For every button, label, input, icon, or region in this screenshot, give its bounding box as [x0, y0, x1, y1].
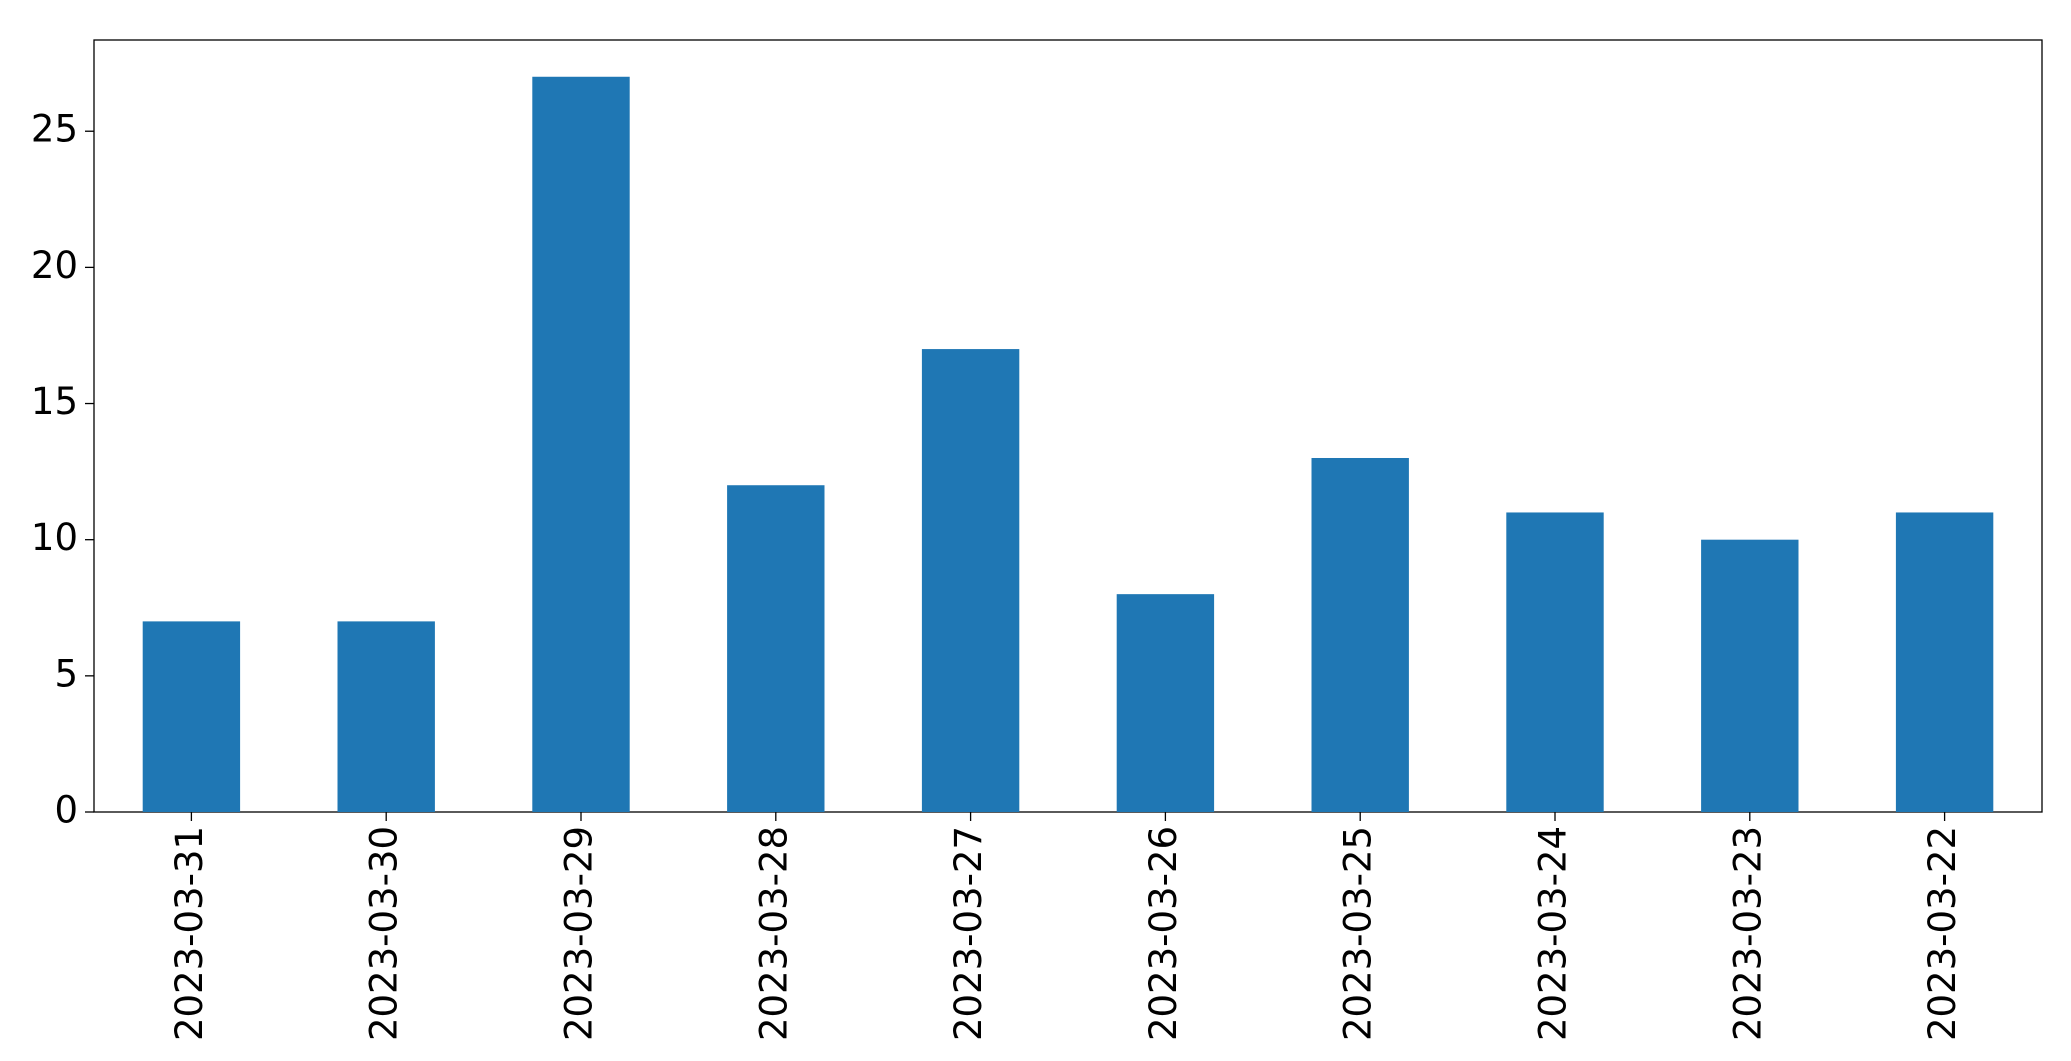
x-tick-label: 2023-03-25 [1337, 826, 1380, 1041]
bar [142, 621, 241, 812]
x-tick-label: 2023-03-30 [363, 826, 406, 1041]
bar [1895, 512, 1994, 812]
x-tick-label: 2023-03-22 [1921, 826, 1964, 1041]
y-tick-label: 10 [31, 516, 78, 559]
bar [921, 349, 1020, 812]
x-tick-label: 2023-03-24 [1532, 826, 1575, 1041]
y-tick-label: 15 [31, 380, 78, 423]
plot-frame [93, 39, 2043, 813]
x-tick-label: 2023-03-27 [947, 826, 990, 1041]
bar [1701, 539, 1799, 812]
bar [337, 621, 435, 812]
y-tick-label: 0 [54, 789, 78, 832]
x-tick-label: 2023-03-31 [168, 826, 211, 1041]
y-tick-label: 20 [31, 244, 78, 287]
y-tick-label: 5 [54, 652, 78, 695]
bar [532, 76, 630, 812]
bar [727, 485, 825, 812]
x-tick-label: 2023-03-28 [752, 826, 795, 1041]
bar [1506, 512, 1604, 812]
bar [1311, 457, 1409, 812]
x-tick-label: 2023-03-23 [1726, 826, 1769, 1041]
bar [1116, 594, 1215, 812]
y-tick-label: 25 [31, 108, 78, 151]
x-tick-label: 2023-03-26 [1142, 826, 1185, 1041]
x-tick-label: 2023-03-29 [558, 826, 601, 1041]
